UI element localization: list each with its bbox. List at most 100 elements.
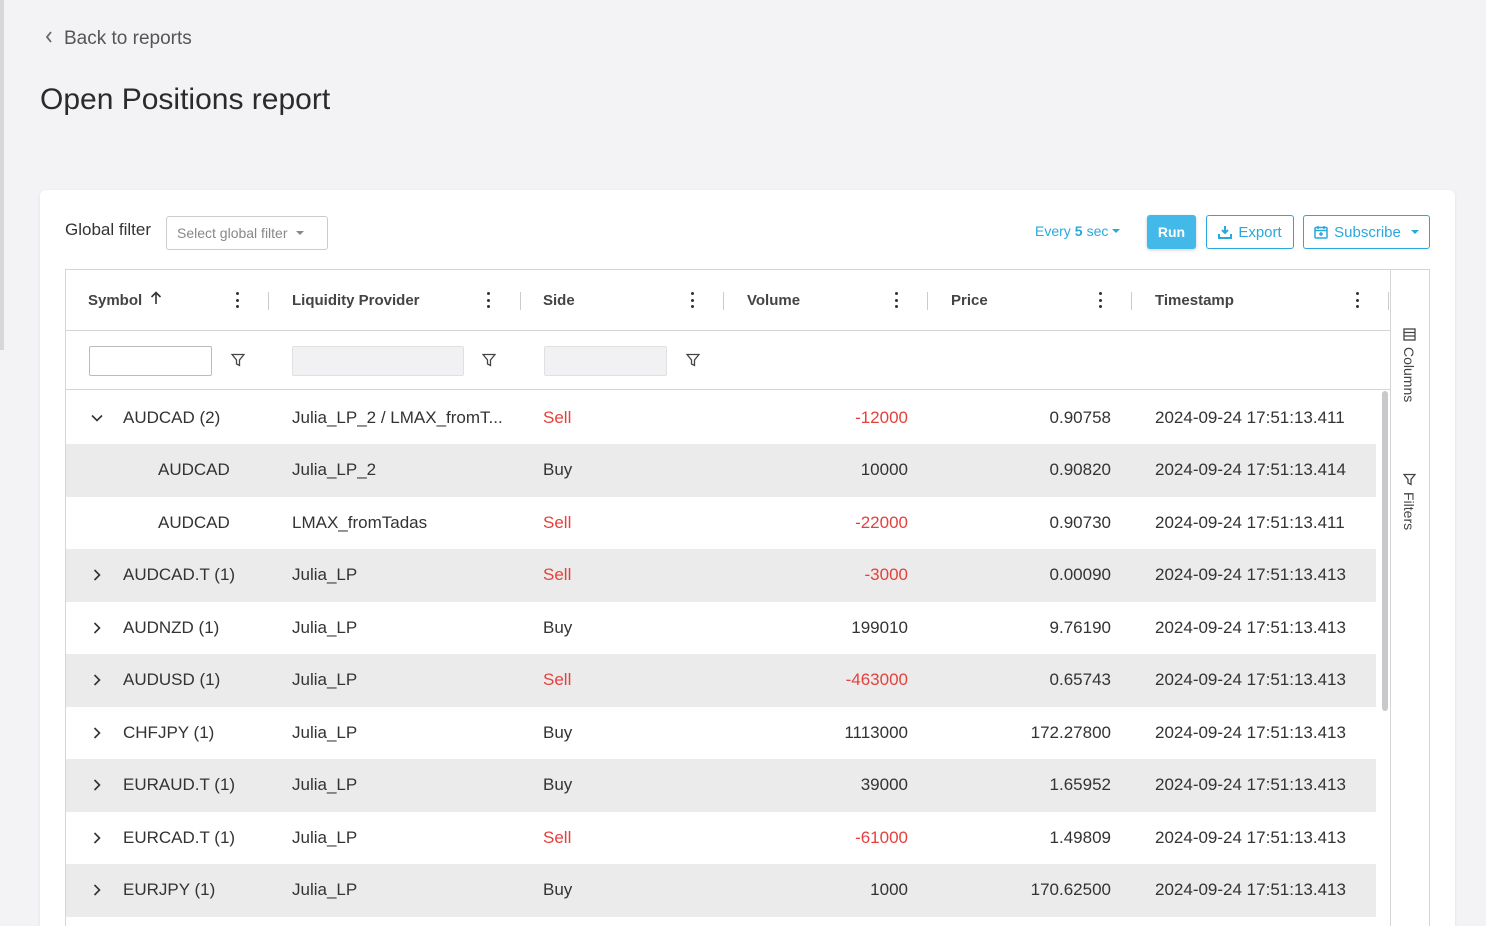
refresh-interval-dropdown[interactable]: Every 5 sec (1035, 223, 1121, 239)
export-label: Export (1238, 223, 1282, 241)
report-toolbar: Global filter Select global filter Every… (40, 190, 1455, 270)
cell-liquidity-provider: LMAX_fromTadas (292, 512, 428, 532)
columns-panel-label: Columns (1401, 347, 1417, 403)
cell-symbol: AUDCAD (158, 460, 230, 479)
calendar-plus-icon (1314, 226, 1328, 239)
back-to-reports-link[interactable]: Back to reports (44, 26, 192, 52)
chevron-right-icon[interactable] (90, 811, 104, 864)
refresh-prefix: Every (1035, 223, 1071, 239)
table-row[interactable]: EURCAD.T (1) Julia_LP Sell -61000 1.49809 202… (66, 811, 1376, 864)
cell-volume: -463000 (845, 670, 908, 689)
column-resize-handle[interactable] (520, 292, 521, 310)
table-row[interactable]: AUDCAD Julia_LP_2 Buy 10000 0.90820 2024-09-2… (66, 443, 1376, 497)
cell-symbol: AUDCAD (2) (123, 407, 221, 427)
chevron-right-icon[interactable] (90, 549, 104, 602)
symbol-filter-input[interactable] (89, 346, 212, 376)
column-header-price[interactable]: Price (951, 270, 988, 331)
column-header-label: Price (951, 292, 988, 309)
columns-panel-tab[interactable]: Columns (1401, 328, 1417, 402)
global-filter-placeholder: Select global filter (177, 225, 288, 241)
cell-liquidity-provider: Julia_LP (292, 617, 358, 637)
table-row[interactable]: AUDCAD (2) Julia_LP_2 / LMAX_fromT... Sell… (66, 391, 1376, 444)
filters-panel-tab[interactable]: Filters (1401, 473, 1417, 530)
subscribe-label: Subscribe (1334, 223, 1401, 241)
column-menu-icon[interactable] (690, 292, 694, 308)
export-button[interactable]: Export (1206, 215, 1294, 249)
refresh-unit: sec (1086, 223, 1109, 239)
table-row[interactable]: EURJPY (1) Julia_LP Buy 1000 170.62500 2024-0… (66, 863, 1376, 917)
vertical-scrollbar[interactable] (1382, 391, 1388, 711)
chevron-right-icon[interactable] (90, 601, 104, 654)
cell-volume: 1113000 (844, 722, 908, 742)
cell-price: 1.49809 (1049, 827, 1111, 847)
table-row[interactable]: EURAUD.T (1) Julia_LP Buy 39000 1.65952 2024-… (66, 758, 1376, 812)
column-resize-handle[interactable] (1388, 292, 1389, 310)
cell-timestamp: 2024-09-24 17:51:13.411 (1155, 512, 1345, 532)
column-resize-handle[interactable] (723, 292, 724, 310)
cell-timestamp: 2024-09-24 17:51:13.413 (1155, 670, 1346, 689)
column-header-label: Side (543, 292, 575, 309)
chevron-right-icon[interactable] (90, 654, 104, 707)
column-menu-icon[interactable] (1355, 292, 1359, 308)
filter-icon[interactable] (231, 353, 245, 367)
cell-volume: -61000 (855, 827, 908, 847)
column-menu-icon[interactable] (1098, 292, 1102, 308)
column-header-timestamp[interactable]: Timestamp (1155, 270, 1234, 331)
page-title: Open Positions report (40, 83, 331, 116)
filter-icon[interactable] (686, 353, 700, 367)
liquidity-provider-filter-input[interactable] (292, 346, 464, 376)
table-row[interactable]: AUDNZD (1) Julia_LP Buy 199010 9.76190 2024-0… (66, 601, 1376, 654)
chevron-left-icon (44, 30, 54, 49)
cell-symbol: EURCAD.T (1) (123, 827, 236, 847)
column-resize-handle[interactable] (927, 292, 928, 310)
column-menu-icon[interactable] (235, 292, 239, 308)
column-menu-icon[interactable] (486, 292, 490, 308)
chevron-right-icon[interactable] (90, 759, 104, 812)
column-resize-handle[interactable] (268, 292, 269, 310)
cell-timestamp: 2024-09-24 17:51:13.413 (1155, 722, 1346, 742)
column-resize-handle[interactable] (1131, 292, 1132, 310)
cell-price: 172.27800 (1030, 722, 1111, 742)
cell-volume: 10000 (860, 460, 908, 479)
cell-timestamp: 2024-09-24 17:51:13.413 (1155, 617, 1346, 637)
cell-side: Buy (543, 460, 573, 479)
caret-down-icon (1112, 229, 1121, 233)
column-header-side[interactable]: Side (543, 270, 575, 331)
table-row[interactable]: CHFJPY (1) Julia_LP Buy 1113000 172.27800 202… (66, 706, 1376, 759)
filter-row (66, 331, 1391, 390)
column-header-liquidity-provider[interactable]: Liquidity Provider (292, 270, 420, 331)
columns-icon (1402, 328, 1416, 341)
cell-symbol: AUDCAD.T (1) (123, 565, 236, 584)
cell-liquidity-provider: Julia_LP (292, 670, 358, 689)
column-header-symbol[interactable]: Symbol (88, 270, 162, 331)
chevron-right-icon[interactable] (90, 706, 104, 759)
cell-side: Sell (543, 565, 572, 584)
side-filter-input[interactable] (544, 346, 667, 376)
column-header-label: Timestamp (1155, 292, 1234, 309)
table-row[interactable]: AUDCAD LMAX_fromTadas Sell -22000 0.90730 202… (66, 496, 1376, 549)
chevron-down-icon[interactable] (90, 391, 104, 444)
subscribe-button[interactable]: Subscribe (1303, 215, 1430, 249)
cell-timestamp: 2024-09-24 17:51:13.413 (1155, 880, 1346, 899)
cell-price: 0.65743 (1049, 670, 1111, 689)
cell-side: Sell (543, 407, 572, 427)
filter-icon[interactable] (482, 353, 496, 367)
refresh-value: 5 (1074, 223, 1083, 239)
column-header-volume[interactable]: Volume (747, 270, 800, 331)
table-row[interactable]: AUDCAD.T (1) Julia_LP Sell -3000 0.00090 2024… (66, 548, 1376, 602)
cell-volume: 1000 (870, 880, 908, 899)
cell-price: 1.65952 (1049, 775, 1111, 794)
chevron-right-icon[interactable] (90, 864, 104, 917)
cell-price: 0.90730 (1049, 512, 1111, 532)
cell-timestamp: 2024-09-24 17:51:13.411 (1155, 407, 1345, 427)
table-row[interactable]: AUDUSD (1) Julia_LP Sell -463000 0.65743 2024… (66, 653, 1376, 707)
cell-liquidity-provider: Julia_LP (292, 880, 358, 899)
report-card: Global filter Select global filter Every… (40, 190, 1455, 926)
positions-grid: Symbol Liquidity Provider Side Volume (65, 269, 1430, 926)
global-filter-select[interactable]: Select global filter (166, 216, 328, 250)
cell-side: Sell (543, 670, 572, 689)
run-button[interactable]: Run (1147, 215, 1196, 249)
cell-price: 0.90820 (1049, 460, 1111, 479)
column-menu-icon[interactable] (894, 292, 898, 308)
cell-side: Buy (543, 617, 573, 637)
